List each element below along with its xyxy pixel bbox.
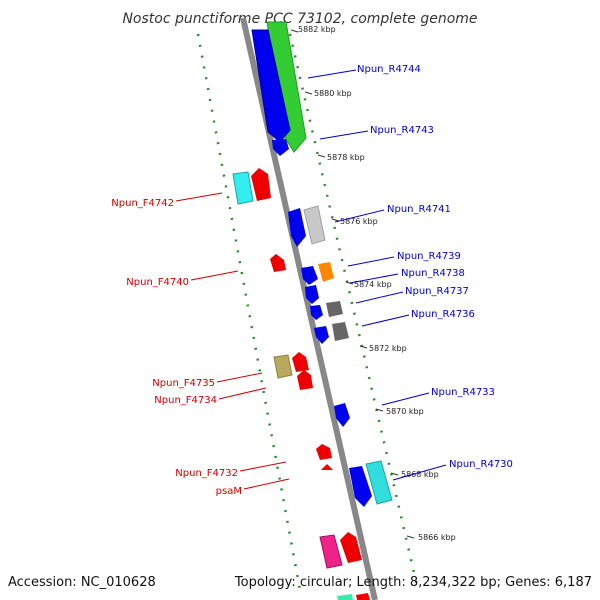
gene-arrow[interactable] bbox=[288, 208, 306, 247]
gene-arrow[interactable] bbox=[340, 532, 362, 563]
gene-arrow[interactable] bbox=[316, 444, 332, 460]
map-title: Nostoc punctiforme PCC 73102, complete g… bbox=[122, 11, 477, 27]
gene-label[interactable]: Npun_R4730 bbox=[449, 459, 513, 470]
tick-label: 5870 kbp bbox=[386, 407, 424, 416]
gene-label[interactable]: Npun_R4743 bbox=[370, 125, 434, 136]
gene-label[interactable]: Npun_F4732 bbox=[175, 468, 238, 479]
tick-label: 5872 kbp bbox=[369, 344, 407, 353]
gene-label[interactable]: Npun_F4740 bbox=[126, 277, 189, 288]
tick-label: 5866 kbp bbox=[418, 533, 456, 542]
scale-ticks: 5882 kbp 5880 kbp 5878 kbp 5876 kbp 5874… bbox=[290, 25, 456, 542]
gene-label[interactable]: Npun_F4734 bbox=[154, 395, 217, 406]
gene-arrow[interactable] bbox=[297, 370, 313, 390]
tick-label: 5882 kbp bbox=[298, 25, 336, 34]
forward-genes bbox=[232, 168, 370, 600]
forward-gene-labels: Npun_F4742 Npun_F4740 Npun_F4735 Npun_F4… bbox=[111, 192, 290, 497]
gene-arrow[interactable] bbox=[270, 254, 286, 272]
gene-arrow[interactable] bbox=[305, 285, 319, 304]
gene-label[interactable]: Npun_F4735 bbox=[152, 378, 215, 389]
gene-label[interactable]: Npun_R4741 bbox=[387, 204, 451, 215]
gene-arrow[interactable] bbox=[365, 460, 393, 505]
tick-label: 5880 kbp bbox=[314, 89, 352, 98]
reverse-genes bbox=[251, 21, 393, 507]
tick-label: 5868 kbp bbox=[401, 470, 439, 479]
genome-summary: Topology: circular; Length: 8,234,322 bp… bbox=[234, 575, 592, 590]
gene-arrow[interactable] bbox=[232, 171, 254, 205]
gene-label[interactable]: Npun_R4739 bbox=[397, 251, 461, 262]
gene-arrow[interactable] bbox=[334, 403, 350, 427]
gene-arrow[interactable] bbox=[319, 534, 343, 569]
tick-label: 5878 kbp bbox=[327, 153, 365, 162]
gene-label[interactable]: Npun_R4733 bbox=[431, 387, 495, 398]
gene-arrow[interactable] bbox=[251, 168, 271, 201]
gene-arrow[interactable] bbox=[292, 352, 309, 372]
gene-arrow[interactable] bbox=[314, 326, 329, 344]
gene-label[interactable]: psaM bbox=[216, 486, 242, 497]
gene-arrow[interactable] bbox=[273, 354, 293, 379]
gene-label[interactable]: Npun_R4744 bbox=[357, 64, 421, 75]
gene-arrow[interactable] bbox=[337, 594, 353, 600]
tick-label: 5874 kbp bbox=[354, 280, 392, 289]
gene-label[interactable]: Npun_R4736 bbox=[411, 309, 475, 320]
gene-arrow[interactable] bbox=[321, 464, 333, 470]
gene-arrow[interactable] bbox=[251, 29, 291, 143]
genome-backbone bbox=[240, 17, 378, 600]
gene-arrow[interactable] bbox=[272, 139, 289, 156]
gene-arrow[interactable] bbox=[303, 205, 326, 245]
tick-label: 5876 kbp bbox=[340, 217, 378, 226]
gene-arrow[interactable] bbox=[318, 262, 334, 282]
gene-arrow[interactable] bbox=[332, 322, 349, 341]
gene-arrow[interactable] bbox=[301, 266, 318, 285]
accession-label: Accession: NC_010628 bbox=[8, 575, 156, 590]
gene-label[interactable]: Npun_R4738 bbox=[401, 268, 465, 279]
gene-label[interactable]: Npun_F4742 bbox=[111, 198, 174, 209]
gene-arrow[interactable] bbox=[349, 466, 372, 507]
reverse-gene-labels: Npun_R4744 Npun_R4743 Npun_R4741 Npun_R4… bbox=[307, 64, 513, 481]
gene-arrow[interactable] bbox=[310, 305, 323, 320]
gene-label[interactable]: Npun_R4737 bbox=[405, 286, 469, 297]
gene-arrow[interactable] bbox=[326, 301, 343, 317]
gene-arrow[interactable] bbox=[356, 593, 370, 600]
